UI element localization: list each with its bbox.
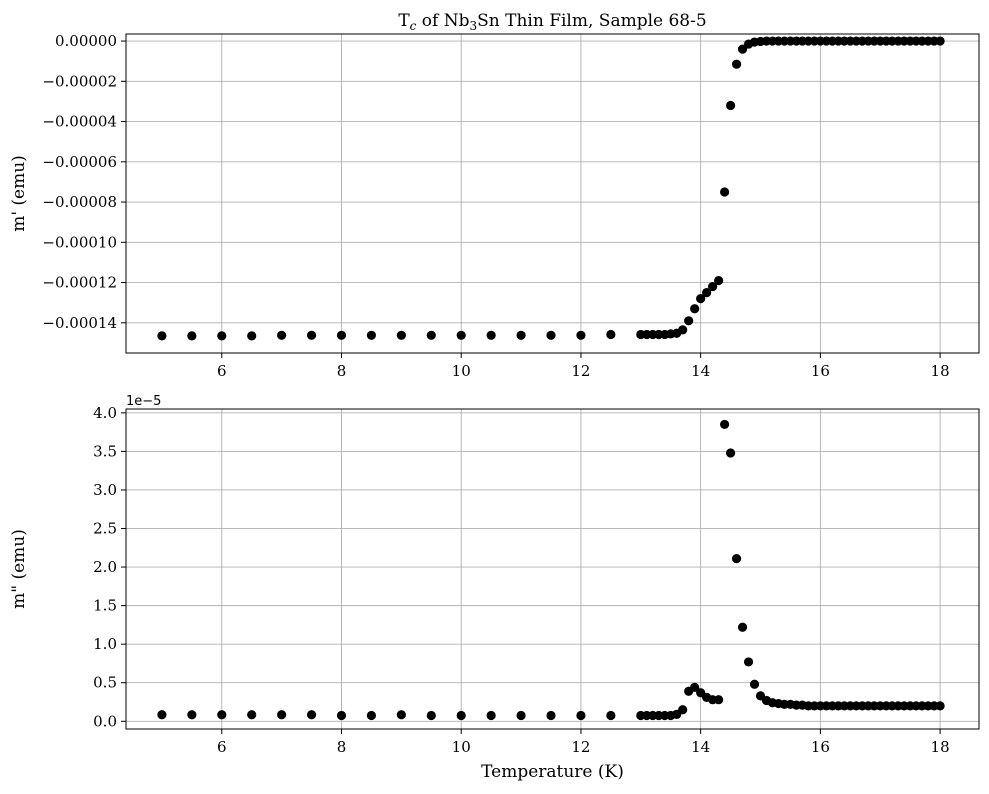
top-data-point [277,330,287,340]
bottom-data-point [743,657,754,667]
chart-title: Tc of Nb3Sn Thin Film, Sample 68-5 [398,11,706,33]
top-data-point [306,330,317,340]
bottom-data-point [719,419,730,430]
bottom-axes-frame [125,408,980,730]
bottom-data-point [217,710,227,720]
top-data-point [396,330,406,340]
bottom-x-tick-label: 14 [691,738,710,756]
bottom-data-point [396,710,406,720]
top-data-point [935,36,945,46]
top-data-point [247,331,257,341]
bottom-data-point [714,695,724,705]
bottom-x-tick-label: 6 [217,738,227,756]
bottom-x-tick-label: 10 [452,738,471,756]
top-data-point [366,330,377,340]
bottom-x-tick-label: 12 [571,738,590,756]
top-y-tick-label: −0.00010 [42,233,117,251]
top-data-point [606,329,616,340]
top-data-point [426,330,436,340]
bottom-x-axis-title: Temperature (K) [481,762,624,782]
bottom-panel: 6 8 10 12 14 16 18 0.0 0.5 1.0 1.5 2.0 2.5 3.0 3.5 4.0 m… [9,394,980,782]
top-y-axis-title: m' (emu) [9,155,29,232]
bottom-data-point [935,701,945,711]
top-data-point [217,331,227,341]
bottom-y-tick-label: 4.0 [93,404,117,422]
bottom-data-point [737,622,748,632]
top-data-point [187,331,197,341]
top-y-tick-label: −0.00006 [42,153,117,171]
bottom-data-point [247,710,257,720]
top-data-point [576,330,586,340]
top-x-tick-label: 6 [217,362,227,380]
top-y-tick-label: −0.00014 [42,314,117,332]
top-axes-frame [125,33,980,354]
bottom-data-point [749,679,760,689]
bottom-data-point [516,710,526,721]
top-x-tick-label: 16 [811,362,830,380]
top-data-point [516,330,526,340]
bottom-data-point [456,710,466,721]
bottom-y-tick-label: 2.0 [93,558,117,576]
bottom-data-point [426,710,436,721]
bottom-data-point [606,710,616,721]
top-data-point [708,281,718,292]
top-x-tick-label: 12 [571,362,590,380]
bottom-y-tick-label: 0.0 [93,712,117,730]
bottom-y-tick-label: 1.5 [93,597,117,615]
top-data-point [456,330,466,340]
top-data-point [546,330,556,340]
top-data-point [690,304,700,314]
bottom-y-axis-title: m" (emu) [9,529,29,609]
top-x-tick-label: 14 [691,362,710,380]
bottom-y-tick-label: 2.5 [93,520,117,538]
bottom-data-point [366,710,377,721]
top-y-tick-label: −0.00004 [42,113,117,131]
top-data-point [678,325,688,335]
top-y-tick-label: 0.00000 [55,32,117,50]
bottom-data-point [678,705,688,715]
top-x-tick-label: 10 [452,362,471,380]
bottom-data-point [690,682,700,692]
top-data-point [714,275,724,286]
bottom-data-point [157,710,167,720]
bottom-x-tick-label: 18 [931,738,950,756]
top-data-point [684,316,694,326]
bottom-data-point [277,710,287,720]
bottom-y-tick-label: 3.5 [93,442,117,460]
top-data-point [336,330,347,340]
top-data-point [725,100,736,111]
top-x-tick-label: 8 [337,362,347,380]
bottom-x-tick-label: 16 [811,738,830,756]
bottom-offset-label: 1e−5 [126,394,161,409]
bottom-data-point [731,553,742,564]
bottom-y-tick-label: 1.0 [93,635,117,653]
bottom-y-tick-label: 3.0 [93,481,117,499]
top-x-tick-label: 18 [931,362,950,380]
bottom-data-point [306,710,317,720]
top-data-point [731,59,742,69]
bottom-data-point [336,710,347,721]
bottom-data-point [725,448,736,458]
bottom-data-point [486,710,496,721]
top-data-point [696,294,706,304]
top-y-tick-label: −0.00012 [42,274,117,292]
top-panel: 6 8 10 12 14 16 18 0.00000 −0.00002 −0.00004 −0.00… [9,11,980,380]
bottom-data-point [187,710,197,720]
bottom-data-point [576,710,586,721]
top-data-point [157,331,167,341]
top-y-tick-label: −0.00008 [42,193,117,211]
bottom-x-tick-label: 8 [337,738,347,756]
top-y-tick-label: −0.00002 [42,72,117,90]
top-data-point [486,330,496,340]
top-data-point [719,187,730,197]
bottom-data-point [546,710,556,721]
bottom-y-tick-label: 0.5 [93,674,117,692]
top-data-point [702,288,712,298]
